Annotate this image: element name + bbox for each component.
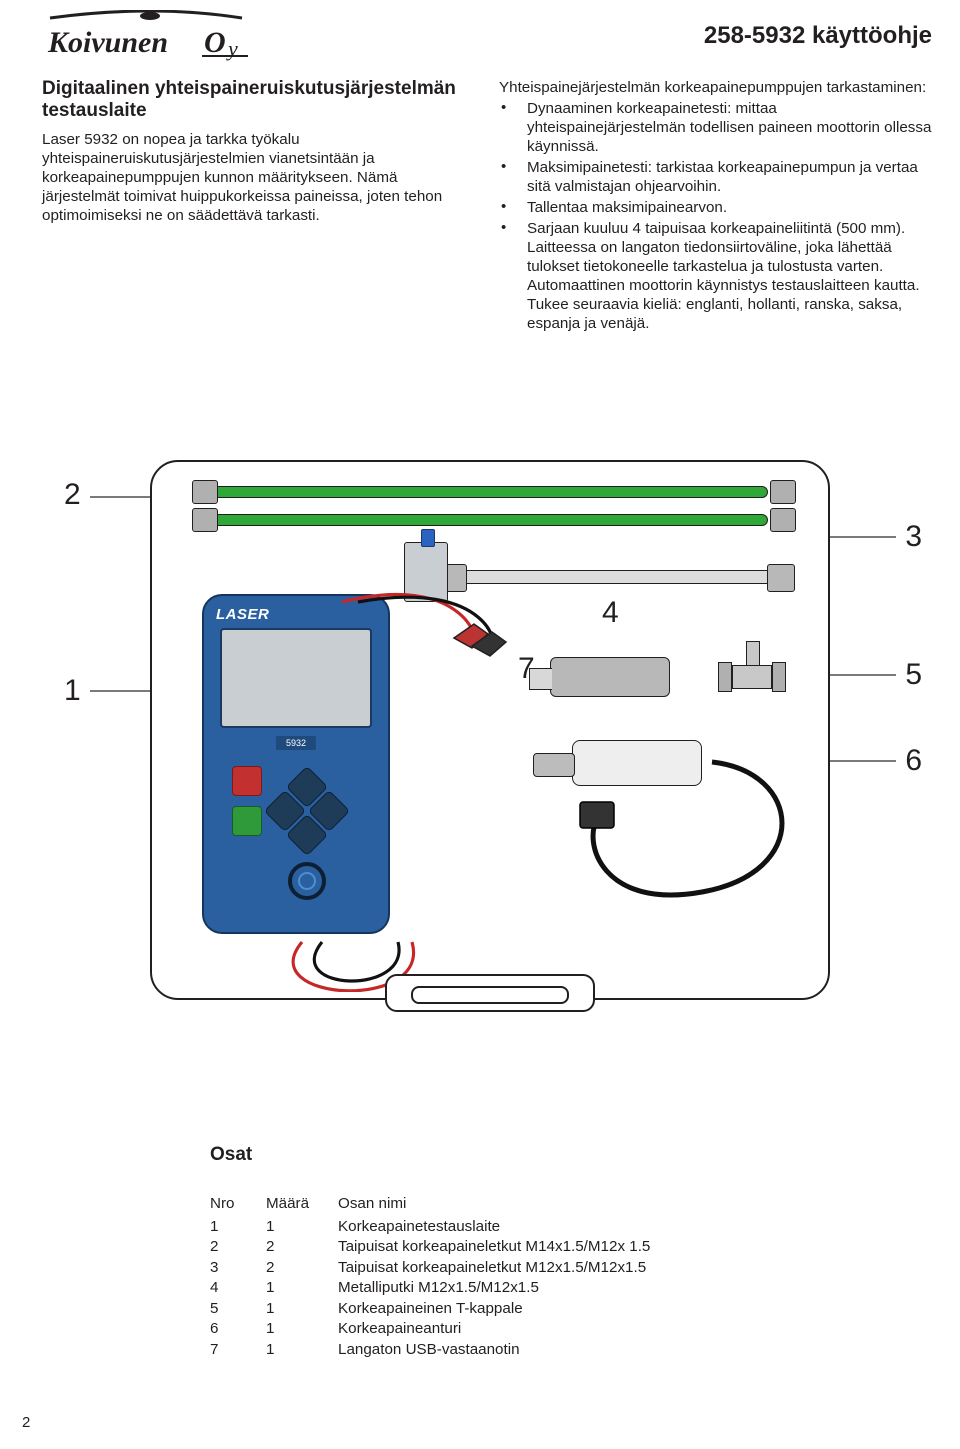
hose-fitting (192, 508, 218, 532)
part-name: Taipuisat korkeapaineletkut M12x1.5/M12x… (338, 1258, 810, 1279)
intro-left-column: Digitaalinen yhteispaineruiskutusjärjest… (42, 78, 475, 335)
t-adapter (722, 647, 782, 707)
features-intro: Yhteispainejärjestelmän korkeapainepumpp… (499, 78, 932, 97)
case-handle (385, 974, 595, 1012)
parts-row: 1 1 Korkeapainetestauslaite (210, 1217, 810, 1238)
part-name: Metalliputki M12x1.5/M12x1.5 (338, 1278, 810, 1299)
part-qty: 1 (266, 1319, 338, 1340)
hose-fitting (770, 508, 796, 532)
usb-receiver (550, 657, 670, 697)
callout-3: 3 (905, 520, 922, 554)
kit-diagram: 2 1 3 5 6 4 7 (70, 460, 910, 1020)
parts-heading: Osat (210, 1144, 810, 1166)
hose (208, 486, 768, 498)
col-maara: Määrä (266, 1194, 338, 1215)
feature-item: Sarjaan kuuluu 4 taipuisaa korkeapaineli… (499, 219, 932, 333)
hose (208, 514, 768, 526)
part-nro: 2 (210, 1237, 266, 1258)
feature-item: Tallentaa maksimipainearvon. (499, 198, 932, 217)
callout-5: 5 (905, 658, 922, 692)
parts-section: Osat Nro Määrä Osan nimi 1 1 Korkeapaine… (210, 1144, 810, 1360)
callout-line (90, 496, 150, 498)
parts-row: 7 1 Langaton USB-vastaanotin (210, 1340, 810, 1361)
part-nro: 7 (210, 1340, 266, 1361)
parts-row: 3 2 Taipuisat korkeapaineletkut M12x1.5/… (210, 1258, 810, 1279)
parts-row: 5 1 Korkeapaineinen T-kappale (210, 1299, 810, 1320)
col-name: Osan nimi (338, 1194, 810, 1215)
svg-text:y: y (226, 36, 238, 61)
sensor-cable (562, 722, 822, 922)
part-qty: 1 (266, 1340, 338, 1361)
test-leads (192, 582, 552, 992)
callout-2: 2 (64, 478, 81, 512)
part-nro: 4 (210, 1278, 266, 1299)
callout-6: 6 (905, 744, 922, 778)
hose-fitting (770, 480, 796, 504)
part-name: Langaton USB-vastaanotin (338, 1340, 810, 1361)
parts-row: 4 1 Metalliputki M12x1.5/M12x1.5 (210, 1278, 810, 1299)
feature-item: Maksimipainetesti: tarkistaa korkeapaine… (499, 158, 932, 196)
part-nro: 5 (210, 1299, 266, 1320)
svg-text:Koivunen: Koivunen (47, 26, 168, 59)
product-heading: Digitaalinen yhteispaineruiskutusjärjest… (42, 78, 475, 122)
callout-1: 1 (64, 674, 81, 708)
features-list: Dynaaminen korkeapainetesti: mittaa yhte… (499, 99, 932, 333)
intro-columns: Digitaalinen yhteispaineruiskutusjärjest… (42, 78, 932, 335)
part-qty: 1 (266, 1278, 338, 1299)
intro-right-column: Yhteispainejärjestelmän korkeapainepumpp… (499, 78, 932, 335)
part-nro: 6 (210, 1319, 266, 1340)
document-title: 258-5932 käyttöohje (704, 22, 932, 50)
part-name: Taipuisat korkeapaineletkut M14x1.5/M12x… (338, 1237, 810, 1258)
parts-row: 6 1 Korkeapaineanturi (210, 1319, 810, 1340)
col-nro: Nro (210, 1194, 266, 1215)
brand-logo: Koivunen O y (42, 10, 262, 67)
feature-item: Dynaaminen korkeapainetesti: mittaa yhte… (499, 99, 932, 156)
part-name: Korkeapaineanturi (338, 1319, 810, 1340)
callout-4: 4 (602, 596, 619, 630)
product-description: Laser 5932 on nopea ja tarkka työkalu yh… (42, 130, 475, 225)
part-qty: 2 (266, 1237, 338, 1258)
part-qty: 1 (266, 1217, 338, 1238)
part-name: Korkeapaineinen T-kappale (338, 1299, 810, 1320)
part-qty: 1 (266, 1299, 338, 1320)
kit-case: 4 7 LASER 5932 (150, 460, 830, 1000)
page-number: 2 (22, 1414, 30, 1431)
hose-fitting (192, 480, 218, 504)
svg-text:O: O (204, 26, 226, 59)
callout-line (90, 690, 150, 692)
part-nro: 1 (210, 1217, 266, 1238)
parts-header-row: Nro Määrä Osan nimi (210, 1194, 810, 1215)
part-nro: 3 (210, 1258, 266, 1279)
pipe-nut (767, 564, 795, 592)
part-name: Korkeapainetestauslaite (338, 1217, 810, 1238)
parts-row: 2 2 Taipuisat korkeapaineletkut M14x1.5/… (210, 1237, 810, 1258)
part-qty: 2 (266, 1258, 338, 1279)
